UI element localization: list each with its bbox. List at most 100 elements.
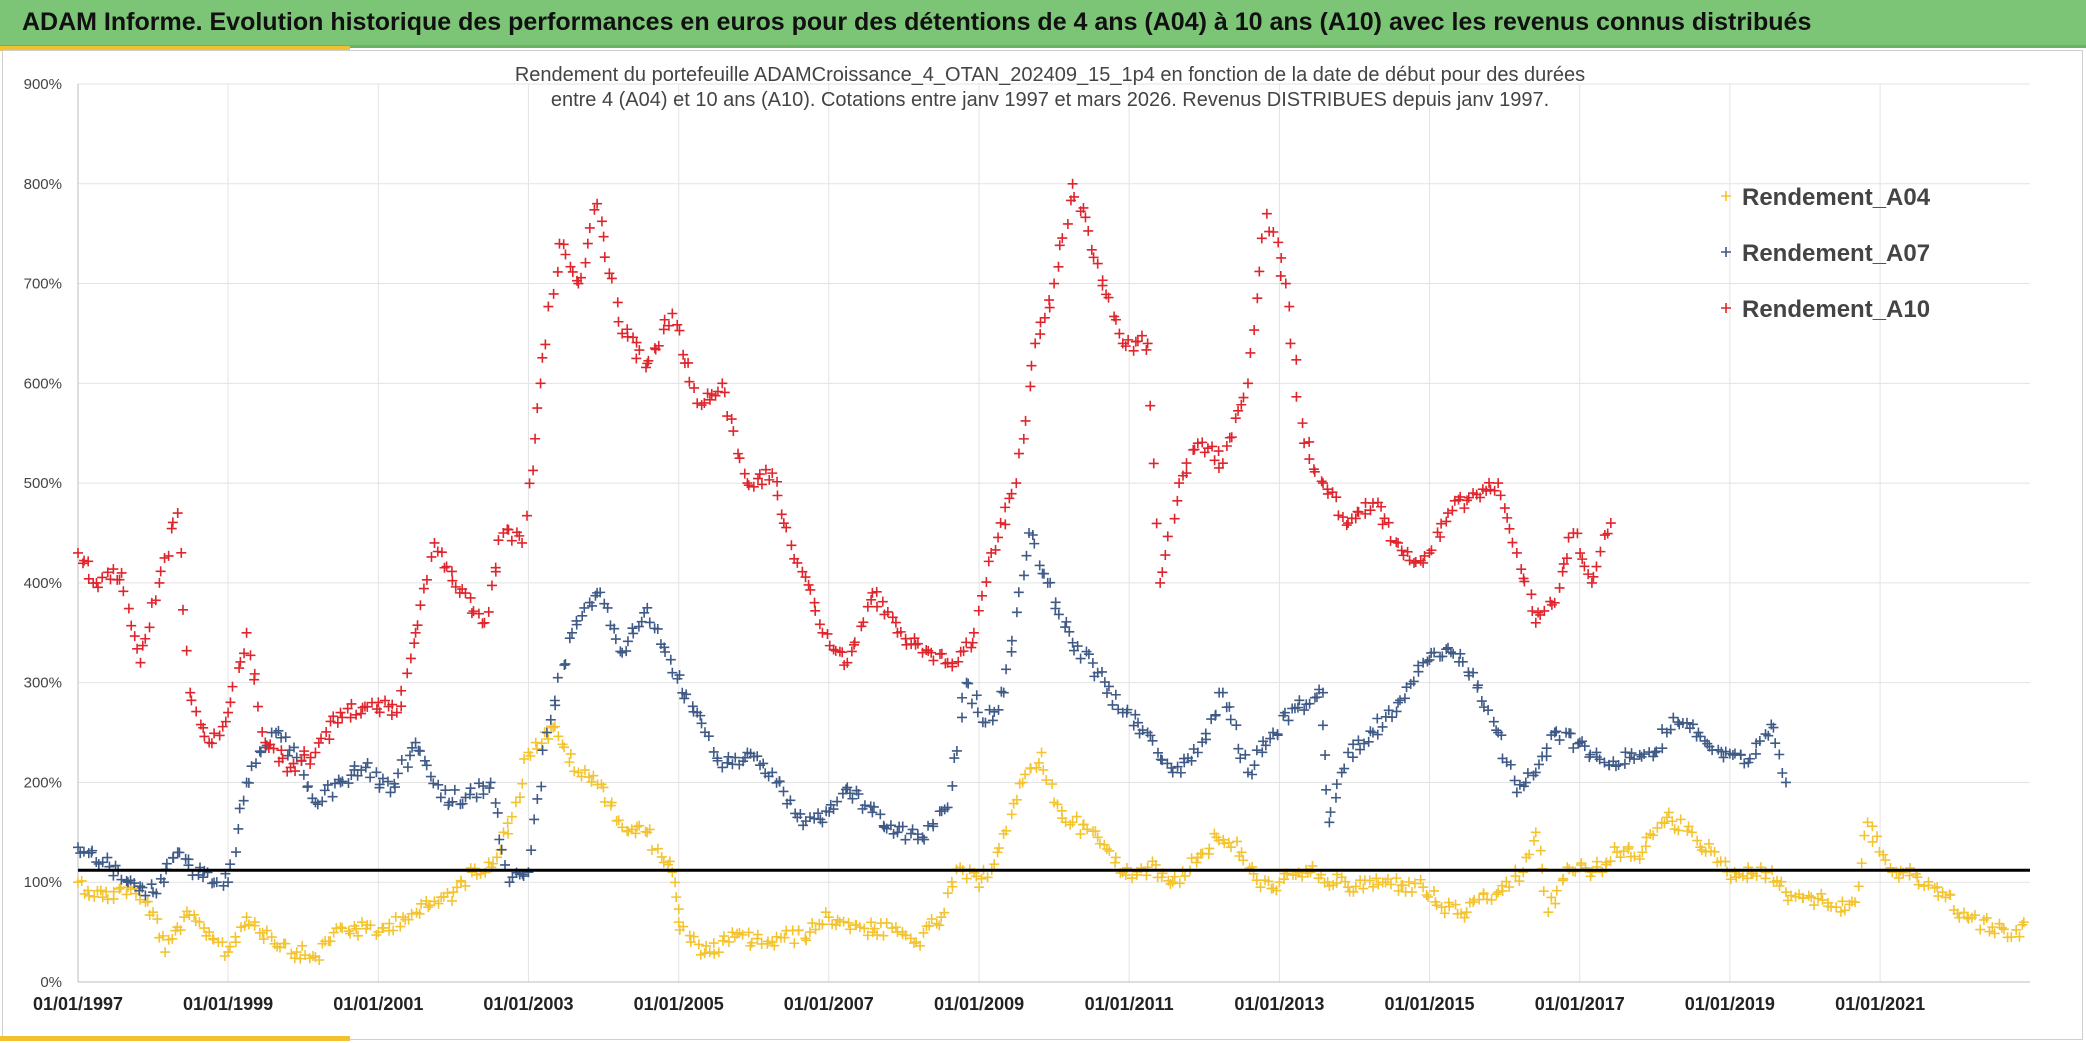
rendement-a07-point	[140, 890, 151, 901]
rendement-a04-point	[881, 917, 892, 928]
rendement-a04-point	[671, 892, 682, 903]
rendement-a10-point	[900, 633, 911, 644]
rendement-a07-point	[317, 796, 328, 807]
rendement-a10-point	[1404, 555, 1415, 566]
rendement-a10-point	[1563, 532, 1574, 543]
rendement-a07-point	[1272, 729, 1283, 740]
rendement-a07-point	[1102, 688, 1113, 699]
rendement-a04-point	[553, 731, 564, 742]
rendement-a07-point	[465, 783, 476, 794]
rendement-a10-point	[328, 711, 339, 722]
rendement-a04-point	[993, 843, 1004, 854]
rendement-a10-point	[276, 745, 287, 756]
rendement-a04-point	[924, 920, 935, 931]
rendement-a10-point	[178, 604, 189, 615]
rendement-a07-point	[1579, 741, 1590, 752]
rendement-a10-point	[1588, 571, 1599, 582]
rendement-a10-point	[1020, 415, 1031, 426]
rendement-a04-point	[2014, 931, 2025, 942]
x-tick-label: 01/01/2019	[1685, 994, 1775, 1014]
rendement-a04-point	[291, 947, 302, 958]
rendement-a04-point	[1597, 867, 1608, 878]
rendement-a10-point	[441, 561, 452, 572]
rendement-a10-point	[872, 601, 883, 612]
rendement-a10-point	[882, 606, 893, 617]
x-tick-label: 01/01/2015	[1384, 994, 1474, 1014]
rendement-a10-point	[166, 523, 177, 534]
rendement-a04-point	[1856, 858, 1867, 869]
rendement-a10-point	[752, 473, 763, 484]
rendement-a10-point	[684, 376, 695, 387]
rendement-a07-point	[1695, 731, 1706, 742]
rendement-a04-point	[1640, 841, 1651, 852]
rendement-a10-point	[1162, 531, 1173, 542]
rendement-a10-point	[1249, 325, 1260, 336]
rendement-a10-point	[362, 701, 373, 712]
y-tick-label: 100%	[24, 874, 62, 891]
rendement-a10-point	[1181, 468, 1192, 479]
rendement-a04-point	[1011, 794, 1022, 805]
rendement-a10-point	[842, 657, 853, 668]
rendement-a04-point	[356, 917, 367, 928]
rendement-a04-point	[446, 895, 457, 906]
rendement-a04-point	[1615, 852, 1626, 863]
rendement-a04-point	[491, 852, 502, 863]
rendement-a10-point	[1341, 520, 1352, 531]
rendement-a10-point	[822, 628, 833, 639]
rendement-a10-point	[837, 647, 848, 658]
rendement-a07-point	[1774, 749, 1785, 760]
rendement-a10-point	[185, 687, 196, 698]
rendement-a04-point	[1428, 885, 1439, 896]
rendement-a10-point	[1078, 202, 1089, 213]
rendement-a07-point	[1744, 753, 1755, 764]
rendement-a04-point	[1082, 824, 1093, 835]
rendement-a04-point	[1932, 882, 1943, 893]
rendement-a10-point	[1365, 505, 1376, 516]
rendement-a04-point	[1913, 879, 1924, 890]
rendement-a04-point	[1817, 895, 1828, 906]
rendement-a10-point	[613, 316, 624, 327]
rendement-a07-point	[428, 778, 439, 789]
rendement-a07-point	[78, 846, 89, 857]
rendement-a10-point	[1230, 413, 1241, 424]
rendement-a10-point	[1172, 495, 1183, 506]
rendement-a10-point	[391, 707, 402, 718]
rendement-a04-point	[688, 931, 699, 942]
rendement-a07-point	[1137, 725, 1148, 736]
rendement-a07-point	[1673, 717, 1684, 728]
rendement-a04-point	[1052, 799, 1063, 810]
rendement-a07-point	[1072, 641, 1083, 652]
rendement-a10-point	[797, 566, 808, 577]
rendement-a04-point	[1725, 874, 1736, 885]
rendement-a10-point	[1484, 477, 1495, 488]
rendement-a10-point	[1035, 329, 1046, 340]
rendement-a10-point	[596, 216, 607, 227]
rendement-a10-point	[356, 708, 367, 719]
rendement-a10-point	[493, 535, 504, 546]
rendement-a04-point	[1673, 825, 1684, 836]
rendement-a10-point	[532, 403, 543, 414]
rendement-a04-point	[926, 914, 937, 924]
rendement-a10-point	[473, 608, 484, 619]
rendement-a10-point	[172, 508, 183, 519]
rendement-a10-point	[748, 481, 759, 492]
rendement-a04-point	[230, 931, 241, 942]
rendement-a07-point	[1279, 707, 1290, 718]
rendement-a04-point	[1774, 880, 1785, 891]
rendement-a07-point	[947, 780, 958, 791]
rendement-a10-point	[1189, 444, 1200, 455]
rendement-a07-point	[414, 746, 425, 757]
rendement-a07-point	[644, 617, 655, 628]
rendement-a07-point	[1651, 746, 1662, 757]
rendement-a04-point	[1497, 885, 1508, 896]
rendement-a04-point	[1305, 867, 1316, 878]
rendement-a10-point	[739, 468, 750, 479]
rendement-a07-point	[158, 877, 169, 888]
rendement-a04-point	[1831, 902, 1842, 913]
rendement-a07-point	[1533, 759, 1544, 770]
rendement-a07-point	[1257, 747, 1268, 758]
rendement-a04-point	[519, 753, 530, 764]
rendement-a10-point	[710, 390, 721, 401]
rendement-a10-point	[862, 601, 873, 612]
